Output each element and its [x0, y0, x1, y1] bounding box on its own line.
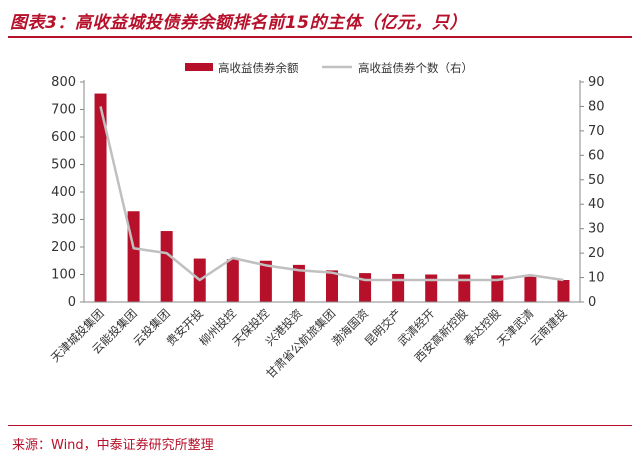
y-tick-right-label: 10 — [588, 271, 605, 286]
bar — [557, 280, 570, 302]
y-tick-left-label: 300 — [51, 213, 76, 228]
bar — [292, 264, 305, 302]
bar — [392, 273, 405, 302]
y-tick-right-label: 20 — [588, 246, 605, 261]
y-tick-right-label: 0 — [588, 295, 596, 310]
y-tick-right-label: 40 — [588, 197, 605, 212]
y-tick-right-label: 60 — [588, 148, 605, 163]
y-tick-right-label: 50 — [588, 173, 605, 188]
y-tick-left-label: 200 — [51, 240, 76, 255]
figure-title: 图表3：高收益城投债券余额排名前15的主体（亿元，只） — [10, 13, 467, 33]
source-rule — [8, 425, 632, 426]
source-note: 来源：Wind，中泰证券研究所整理 — [12, 438, 214, 453]
y-tick-left-label: 0 — [68, 295, 76, 310]
y-tick-left-label: 400 — [51, 185, 76, 200]
y-tick-left-label: 800 — [51, 75, 76, 90]
y-tick-left-label: 600 — [51, 130, 76, 145]
y-tick-left-label: 700 — [51, 103, 76, 118]
y-tick-left-label: 100 — [51, 268, 76, 283]
bar — [359, 273, 372, 302]
legend-line-label: 高收益债券个数（右） — [358, 61, 473, 75]
bar — [259, 260, 272, 302]
legend-bar-swatch — [185, 63, 213, 71]
y-tick-left-label: 500 — [51, 158, 76, 173]
bar — [226, 259, 239, 302]
title-rule — [8, 36, 632, 38]
bar — [326, 270, 338, 302]
bar — [458, 274, 471, 302]
y-tick-right-label: 70 — [588, 124, 605, 139]
bar — [524, 276, 537, 302]
bar — [425, 274, 438, 302]
x-tick-label: 云南建投 — [527, 306, 570, 349]
y-tick-right-label: 80 — [588, 99, 605, 114]
bar — [94, 93, 107, 302]
y-tick-right-label: 30 — [588, 222, 605, 237]
y-tick-right-label: 90 — [588, 75, 605, 90]
chart: 0 100 200 300 400 500 600 700 800 0 10 20 30 40 50 60 70… — [48, 61, 605, 381]
bar — [491, 275, 504, 302]
series-line — [99, 106, 564, 282]
legend-bar-label: 高收益债券余额 — [218, 61, 299, 75]
bar — [160, 231, 173, 302]
